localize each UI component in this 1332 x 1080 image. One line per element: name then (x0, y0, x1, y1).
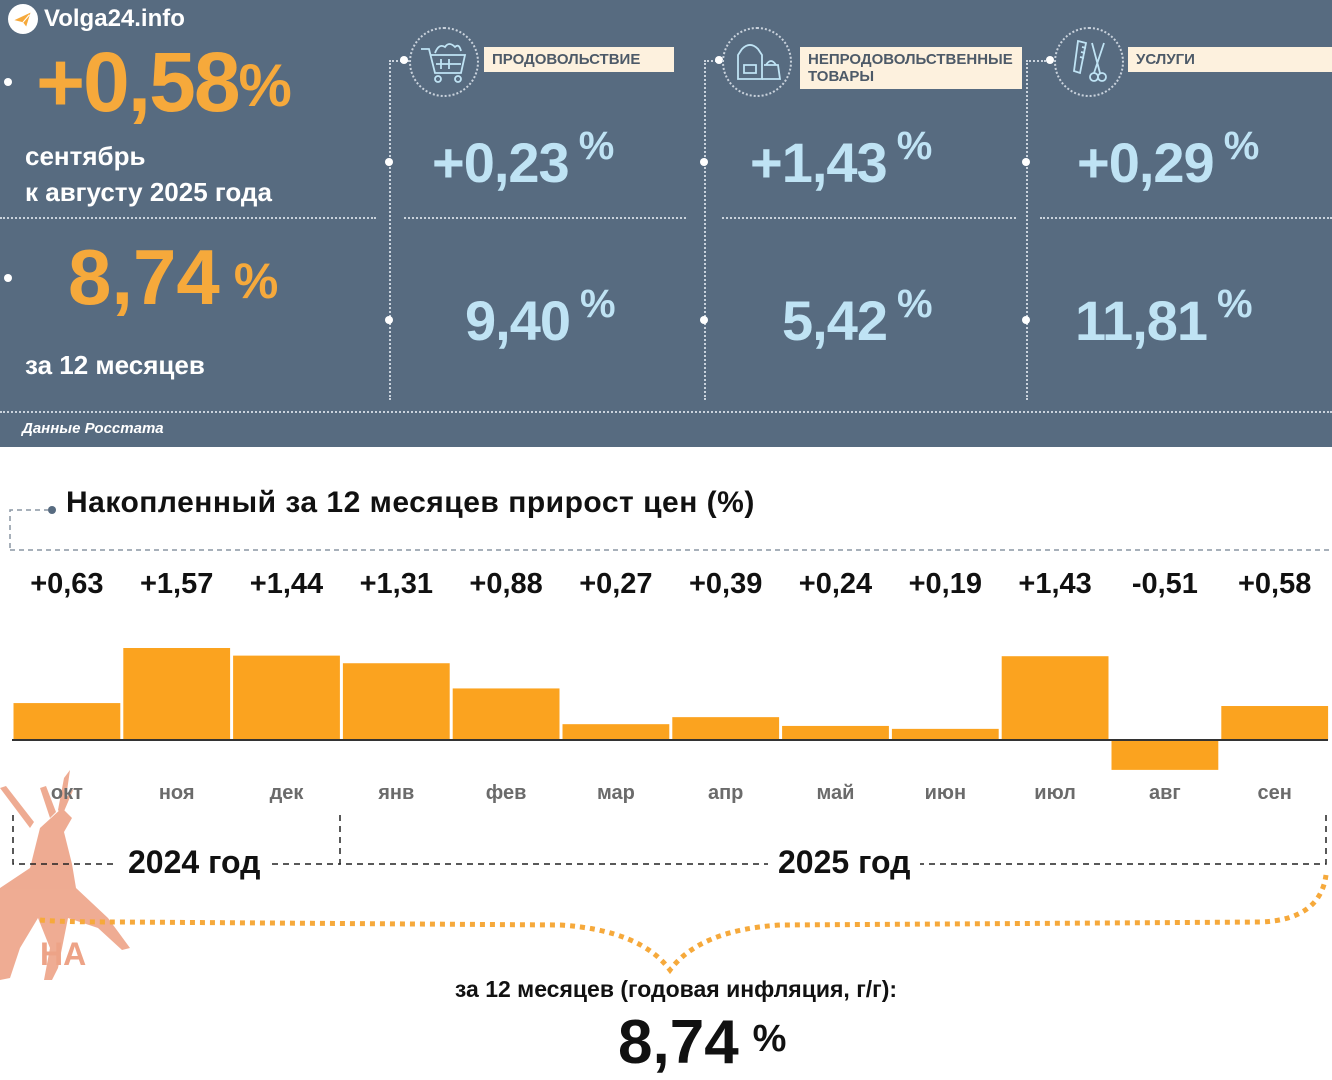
monthly-caption: сентябрь к августу 2025 года (25, 138, 272, 210)
month-label-июл: июл (1034, 782, 1076, 804)
bar-июл (1001, 656, 1109, 740)
value-label-май: +0,24 (798, 568, 873, 600)
bar-апр (672, 717, 780, 740)
connector-dot (4, 78, 12, 86)
connector-dot (715, 56, 723, 64)
divider (404, 217, 686, 219)
value-label-окт: +0,63 (30, 568, 104, 600)
category-icon-frame (1054, 27, 1124, 97)
month-label-апр: апр (707, 782, 744, 804)
connector-line (1026, 60, 1046, 62)
bar-авг (1111, 740, 1219, 770)
chart-title-frame (9, 506, 1330, 551)
month-label-дек: дек (269, 782, 304, 804)
column-separator (704, 60, 706, 400)
summary-panel: Volga24.info +0,58% сентябрь к августу 2… (0, 0, 1332, 447)
chart-title: Накопленный за 12 месяцев прирост цен (%… (66, 486, 755, 519)
divider (722, 217, 1016, 219)
value-label-авг: -0,51 (1131, 568, 1198, 600)
month-label-окт: окт (50, 782, 83, 804)
connector-dot (4, 274, 12, 282)
connector-dot (700, 158, 708, 166)
month-label-май: май (816, 782, 855, 804)
bar-янв (342, 663, 450, 740)
value-label-сен: +0,58 (1237, 568, 1312, 600)
year-label-2025: 2025 год (768, 844, 921, 881)
telegram-icon (8, 4, 38, 34)
divider (1040, 217, 1332, 219)
annual-inflation-value: 8,74% (68, 233, 279, 321)
food-monthly-value: +0,23% (432, 124, 614, 194)
connector-dot (700, 316, 708, 324)
annual-caption: за 12 месяцев (25, 350, 205, 380)
value-label-дек: +1,44 (249, 568, 324, 600)
bar-мар (562, 724, 670, 740)
nonfood-monthly-value: +1,43% (750, 124, 932, 194)
connector-dot (1022, 158, 1030, 166)
month-label-фев: фев (485, 782, 527, 804)
bar-дек (233, 655, 340, 740)
divider (0, 411, 1332, 413)
deer-icon (0, 770, 130, 980)
shopping-cart-icon (421, 43, 467, 83)
category-icon-frame (409, 27, 479, 97)
bar-окт (13, 703, 121, 740)
clothing-bag-icon (737, 44, 782, 80)
bar-фев (452, 688, 560, 740)
year-label-2024: 2024 год (118, 844, 271, 881)
value-label-июн: +0,19 (908, 568, 982, 600)
connector-dot (385, 316, 393, 324)
comb-scissors-icon (1073, 39, 1107, 82)
category-label-food: ПРОДОВОЛЬСТВИЕ (484, 47, 674, 72)
month-label-ноя: ноя (158, 782, 195, 804)
month-label-июн: июн (924, 782, 967, 804)
connector-dot (385, 158, 393, 166)
deer-text: НА (40, 936, 87, 972)
bar-май (782, 725, 889, 740)
nonfood-annual-value: 5,42% (782, 282, 933, 352)
connector-dot (1022, 316, 1030, 324)
watermark-brand: Volga24.info (44, 5, 185, 32)
column-separator (1026, 60, 1028, 400)
bar-chart (12, 648, 1329, 770)
value-label-янв: +1,31 (359, 568, 433, 600)
divider (0, 217, 376, 219)
curly-brace (39, 874, 1329, 975)
bar-сен (1221, 706, 1329, 740)
connector-line (704, 60, 724, 62)
connector-dot (400, 56, 408, 64)
category-icon-frame (722, 27, 792, 97)
value-label-июл: +1,43 (1018, 568, 1092, 600)
column-separator (389, 60, 391, 400)
value-label-апр: +0,39 (688, 568, 763, 600)
annual-value-footer: 8,74% (618, 1008, 787, 1077)
category-label-services: УСЛУГИ (1128, 47, 1332, 72)
title-bullet (48, 506, 56, 514)
food-annual-value: 9,40% (465, 282, 616, 352)
annual-caption-footer: за 12 месяцев (годовая инфляция, г/г): (454, 976, 898, 1002)
value-label-мар: +0,27 (579, 568, 653, 600)
source-note: Данные Росстата (22, 420, 164, 437)
monthly-caption-line1: сентябрь (25, 141, 146, 171)
month-label-сен: сен (1257, 782, 1292, 804)
category-label-nonfood: НЕПРОДОВОЛЬСТВЕННЫЕ ТОВАРЫ (800, 47, 1022, 89)
services-monthly-value: +0,29% (1077, 124, 1259, 194)
month-label-янв: янв (378, 782, 415, 804)
connector-line (389, 60, 409, 62)
monthly-caption-line2: к августу 2025 года (25, 177, 272, 207)
connector-dot (1046, 56, 1054, 64)
month-label-авг: авг (1149, 782, 1181, 804)
month-label-мар: мар (596, 782, 635, 804)
bar-ноя (123, 648, 231, 740)
monthly-inflation-value: +0,58% (36, 35, 292, 129)
value-label-ноя: +1,57 (139, 568, 214, 600)
bar-июн (891, 728, 999, 740)
value-label-фев: +0,88 (469, 568, 543, 600)
services-annual-value: 11,81% (1075, 282, 1253, 352)
